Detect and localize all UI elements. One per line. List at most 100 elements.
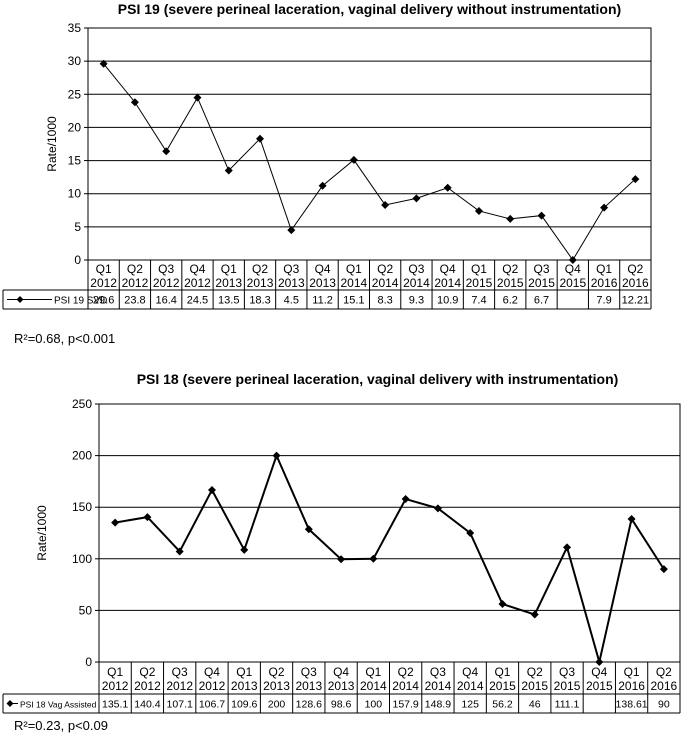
data-point: [433, 504, 442, 513]
x-tick-label: Q3: [430, 665, 446, 679]
data-label: 200: [268, 699, 286, 711]
x-tick-label: 2015: [586, 679, 613, 693]
data-label: 9.3: [409, 295, 424, 307]
x-tick-label: 2012: [184, 276, 211, 290]
data-point: [537, 211, 546, 220]
x-tick-label: 2016: [651, 679, 678, 693]
data-point: [224, 166, 233, 175]
x-tick-label: Q2: [627, 262, 643, 276]
x-tick-label: Q1: [471, 262, 487, 276]
plot-frame: [87, 27, 652, 261]
data-label: 106.7: [199, 699, 225, 711]
data-point: [369, 554, 378, 563]
x-tick-label: 2016: [622, 276, 649, 290]
x-tick-label: Q1: [346, 262, 362, 276]
x-tick-label: 2014: [457, 679, 484, 693]
x-tick-label: 2012: [134, 679, 161, 693]
x-tick-label: Q4: [315, 262, 331, 276]
y-tick-label: 200: [72, 449, 92, 463]
x-tick-label: 2014: [403, 276, 430, 290]
x-tick-label: 2015: [559, 276, 586, 290]
x-tick-label: 2012: [199, 679, 226, 693]
data-label: 18.3: [249, 295, 270, 307]
data-point: [193, 93, 202, 102]
x-tick-label: Q2: [527, 665, 543, 679]
data-point: [412, 194, 421, 203]
x-tick-label: Q2: [139, 665, 155, 679]
data-point: [474, 206, 483, 215]
data-point: [401, 495, 410, 504]
x-tick-label: Q1: [365, 665, 381, 679]
data-point: [337, 555, 346, 564]
x-tick-label: 2013: [295, 679, 322, 693]
y-tick-label: 250: [72, 397, 92, 411]
data-point: [272, 451, 281, 460]
x-tick-label: 2015: [521, 679, 548, 693]
data-point: [207, 485, 216, 494]
x-tick-label: Q1: [221, 262, 237, 276]
x-tick-label: 2012: [102, 679, 129, 693]
data-label: 125: [461, 699, 479, 711]
y-tick-label: 150: [72, 500, 92, 514]
data-label: 8.3: [377, 295, 392, 307]
x-tick-label: 2012: [122, 276, 149, 290]
y-tick-label: 5: [74, 220, 81, 234]
x-tick-label: Q4: [440, 262, 456, 276]
y-tick-label: 15: [68, 154, 82, 168]
x-tick-label: Q1: [96, 262, 112, 276]
legend-marker: [6, 700, 14, 707]
data-label: 90: [658, 699, 670, 711]
legend-label: PSI 19 SVD: [54, 296, 107, 307]
data-point: [563, 543, 572, 552]
x-tick-label: 2013: [247, 276, 274, 290]
data-point: [530, 610, 539, 619]
data-point: [627, 514, 636, 523]
x-tick-label: 2012: [166, 679, 193, 693]
data-point: [349, 155, 358, 164]
data-point: [498, 600, 507, 609]
chart-title: PSI 19 (severe perineal laceration, vagi…: [118, 1, 621, 17]
x-tick-label: Q3: [283, 262, 299, 276]
data-point: [287, 226, 296, 235]
data-point: [568, 256, 577, 264]
x-tick-label: Q3: [559, 665, 575, 679]
data-label: 128.6: [296, 699, 322, 711]
y-tick-label: 10: [68, 187, 82, 201]
x-tick-label: Q4: [333, 665, 349, 679]
data-label: 157.9: [392, 699, 418, 711]
data-label: 29.6: [93, 295, 114, 307]
data-point: [659, 565, 668, 574]
x-tick-label: 2013: [231, 679, 258, 693]
legend-label: PSI 18 Vag Assisted: [20, 700, 97, 710]
data-label: 148.9: [425, 699, 451, 711]
series-line: [114, 452, 665, 663]
y-axis-label: Rate/1000: [45, 116, 59, 172]
x-tick-label: 2015: [489, 679, 516, 693]
y-tick-label: 50: [79, 603, 93, 617]
x-tick-label: Q2: [502, 262, 518, 276]
x-tick-label: Q4: [591, 665, 607, 679]
x-tick-label: 2014: [360, 679, 387, 693]
psi18-chart: PSI 18 (severe perineal laceration, vagi…: [0, 366, 685, 722]
x-tick-label: 2015: [528, 276, 555, 290]
chart-title: PSI 18 (severe perineal laceration, vagi…: [137, 371, 619, 387]
data-point: [600, 203, 609, 212]
x-tick-label: Q3: [534, 262, 550, 276]
data-point: [304, 525, 313, 534]
x-tick-label: 2013: [263, 679, 290, 693]
data-label: 12.21: [622, 295, 650, 307]
x-tick-label: Q3: [408, 262, 424, 276]
data-point: [466, 529, 475, 537]
x-tick-label: Q4: [565, 262, 581, 276]
x-tick-label: Q3: [301, 665, 317, 679]
x-tick-label: 2014: [434, 276, 461, 290]
data-label: 23.8: [124, 295, 145, 307]
x-tick-label: 2015: [466, 276, 493, 290]
data-point: [443, 183, 452, 192]
data-label: 7.9: [596, 295, 611, 307]
data-label: 140.4: [134, 699, 160, 711]
data-label: 6.2: [503, 295, 518, 307]
plot-frame: [98, 403, 681, 663]
data-label: 98.6: [331, 699, 352, 711]
x-tick-label: Q4: [189, 262, 205, 276]
